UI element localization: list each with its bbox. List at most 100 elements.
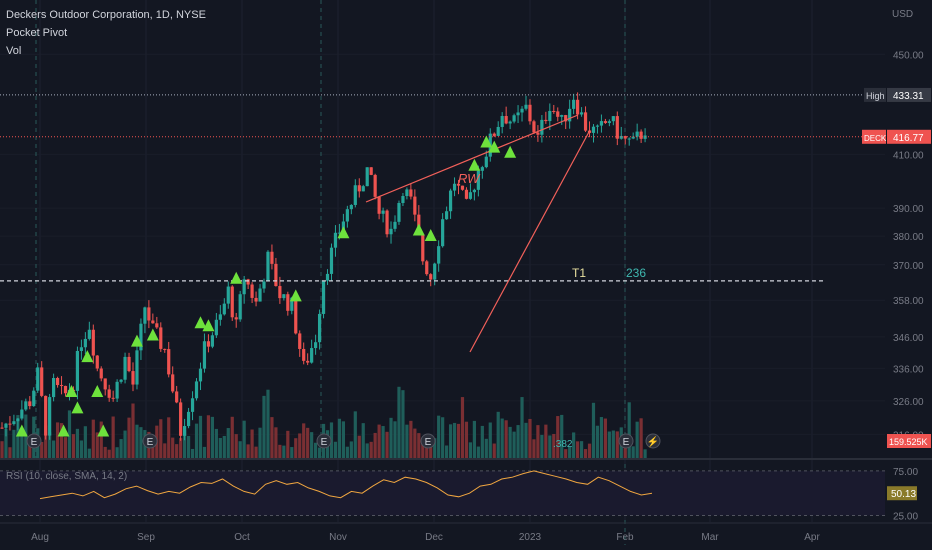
candle-body [456, 183, 461, 186]
earnings-marker-label: E [31, 437, 38, 448]
volume-bar [194, 423, 199, 458]
dividend-marker-icon: ⚡ [647, 435, 659, 448]
pocket-pivot-marker [488, 140, 501, 153]
candlesticks [0, 92, 647, 441]
candle-body [552, 110, 556, 112]
candle-body [615, 116, 619, 139]
rsi-legend[interactable]: RSI (10, close, SMA, 14, 2) [6, 471, 128, 482]
volume-bar [568, 446, 572, 458]
volume-bar [572, 432, 576, 458]
candle-body [91, 329, 95, 356]
candle-body [365, 167, 369, 187]
candle-body [484, 156, 488, 168]
candle-body [445, 211, 449, 220]
volume-bar [83, 426, 87, 458]
t1-label: T1 [572, 266, 586, 280]
earnings-marker-label: E [425, 437, 432, 448]
chart-overlays: T1 236 .382 RW E E E E E ⚡ [0, 94, 885, 450]
candle-body [437, 246, 441, 264]
volume-bar [381, 426, 385, 458]
candle-body [206, 341, 211, 347]
candle-body [107, 389, 111, 398]
symbol-legend[interactable]: Deckers Outdoor Corporation, 1D, NYSE [6, 9, 206, 21]
candle-body [568, 108, 572, 122]
volume-bar [250, 429, 254, 458]
volume-bar [476, 446, 480, 458]
volume-bar [579, 441, 584, 458]
volume-bar [341, 421, 345, 458]
volume-bar [298, 433, 302, 458]
volume-bar [385, 431, 389, 458]
volume-bar [623, 445, 627, 458]
candle-body [429, 274, 433, 280]
volume-bar [206, 415, 211, 458]
volume-bar [448, 424, 453, 458]
currency-label: USD [892, 9, 913, 20]
volume-bar [198, 415, 203, 458]
volume-bar [202, 446, 207, 458]
candle-body [579, 112, 584, 115]
last-symbol: DECK [864, 134, 887, 143]
volume-bar [127, 417, 131, 458]
volume-bar [643, 449, 647, 458]
volume-bar [599, 417, 604, 458]
candle-body [349, 204, 353, 210]
volume-legend[interactable]: Vol [6, 45, 22, 57]
candle-body [508, 121, 512, 124]
volume-bar [591, 402, 596, 458]
volume-bar [349, 441, 353, 458]
volume-bar [63, 437, 68, 458]
candle-body [393, 221, 397, 229]
candle-body [48, 397, 52, 436]
candle-body [0, 427, 4, 429]
volume-bar [226, 428, 230, 458]
volume-bar [75, 428, 80, 458]
candle-body [476, 170, 480, 190]
pocket-pivot-marker [202, 319, 215, 332]
volume-bar [452, 422, 457, 458]
fib-382-label: .382 [553, 439, 573, 450]
volume-bar [488, 422, 492, 458]
volume-bar [413, 428, 417, 458]
volume-bar [262, 395, 266, 458]
candle-body [421, 234, 425, 262]
volume-bar [536, 425, 540, 458]
time-label-1: Sep [137, 532, 155, 543]
pocket-pivot-marker [468, 158, 481, 171]
volume-bar [480, 425, 484, 458]
candle-body [32, 390, 36, 407]
volume-bar [115, 447, 119, 458]
volume-bar [314, 442, 318, 458]
volume-bar [171, 437, 175, 458]
candle-body [52, 377, 56, 398]
pocket-pivot-legend[interactable]: Pocket Pivot [6, 27, 68, 39]
pocket-pivot-marker [97, 424, 110, 437]
time-label-7: Mar [701, 532, 719, 543]
candle-body [250, 284, 254, 298]
candle-body [369, 167, 373, 175]
earnings-marker-0 [26, 433, 42, 449]
pocket-pivot-marker [230, 271, 243, 284]
candle-body [556, 111, 560, 117]
volume-bar [119, 439, 123, 458]
volume-bar [552, 433, 556, 458]
volume-bar [222, 435, 226, 458]
candle-body [290, 297, 294, 311]
time-label-2: Oct [234, 532, 250, 543]
volume-bar [333, 441, 338, 458]
candle-body [12, 421, 16, 425]
earnings-marker-label: E [321, 437, 328, 448]
volume-bar [246, 444, 250, 458]
candle-body [40, 367, 44, 396]
candle-body [480, 167, 484, 171]
candle-body [258, 288, 262, 302]
candle-body [286, 294, 290, 311]
volume-bar [71, 434, 76, 458]
volume-bar [603, 418, 607, 458]
candle-body [381, 210, 385, 214]
volume-bar [496, 411, 500, 458]
candle-body [28, 401, 32, 407]
volume-bar [44, 425, 48, 458]
candle-body [87, 329, 91, 339]
